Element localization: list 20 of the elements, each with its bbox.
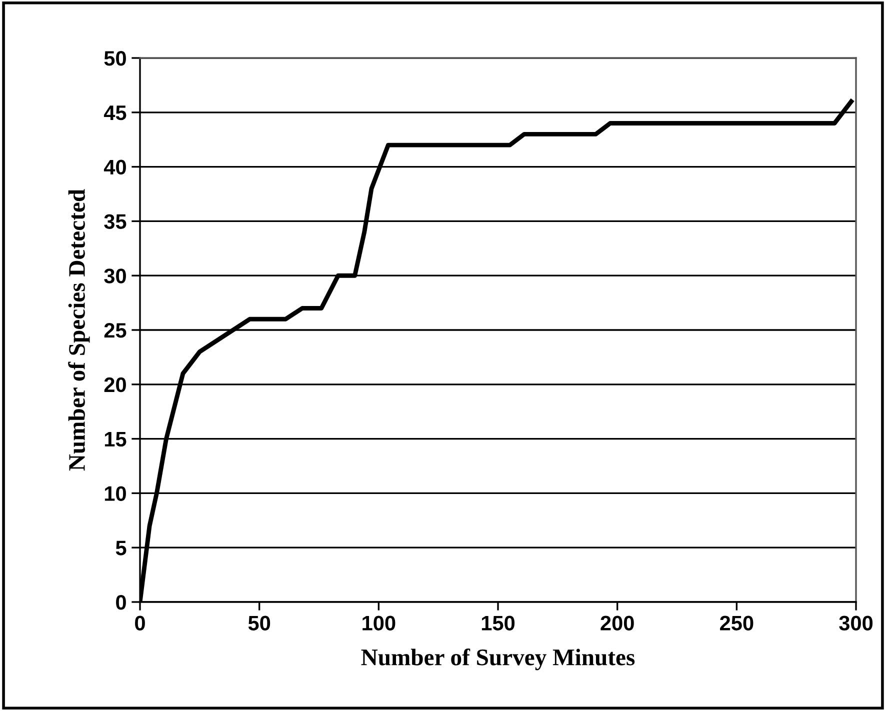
y-tick-label: 0 [116, 595, 126, 610]
x-tick-label: 300 [839, 616, 873, 631]
x-tick-label: 250 [720, 616, 754, 630]
x-tick-label: 150 [482, 616, 515, 630]
y-tick-label: 45 [104, 106, 126, 120]
y-tick-label: 30 [104, 268, 126, 284]
x-tick-label: 0 [135, 616, 145, 630]
y-tick-label: 20 [104, 377, 126, 392]
y-tick-label: 35 [104, 214, 126, 229]
y-axis-title: Number of Species Detected [68, 189, 90, 471]
y-tick-label: 50 [104, 51, 126, 66]
x-axis-title: Number of Survey Minutes [361, 648, 635, 670]
y-tick-label: 5 [116, 540, 126, 556]
x-tick-label: 100 [362, 616, 396, 630]
y-tick-label: 15 [104, 432, 126, 447]
y-tick-label: 25 [104, 323, 126, 338]
y-tick-label: 10 [104, 486, 126, 501]
y-tick-label: 40 [104, 160, 126, 175]
x-tick-label: 50 [248, 616, 270, 630]
x-tick-label: 200 [600, 616, 634, 630]
